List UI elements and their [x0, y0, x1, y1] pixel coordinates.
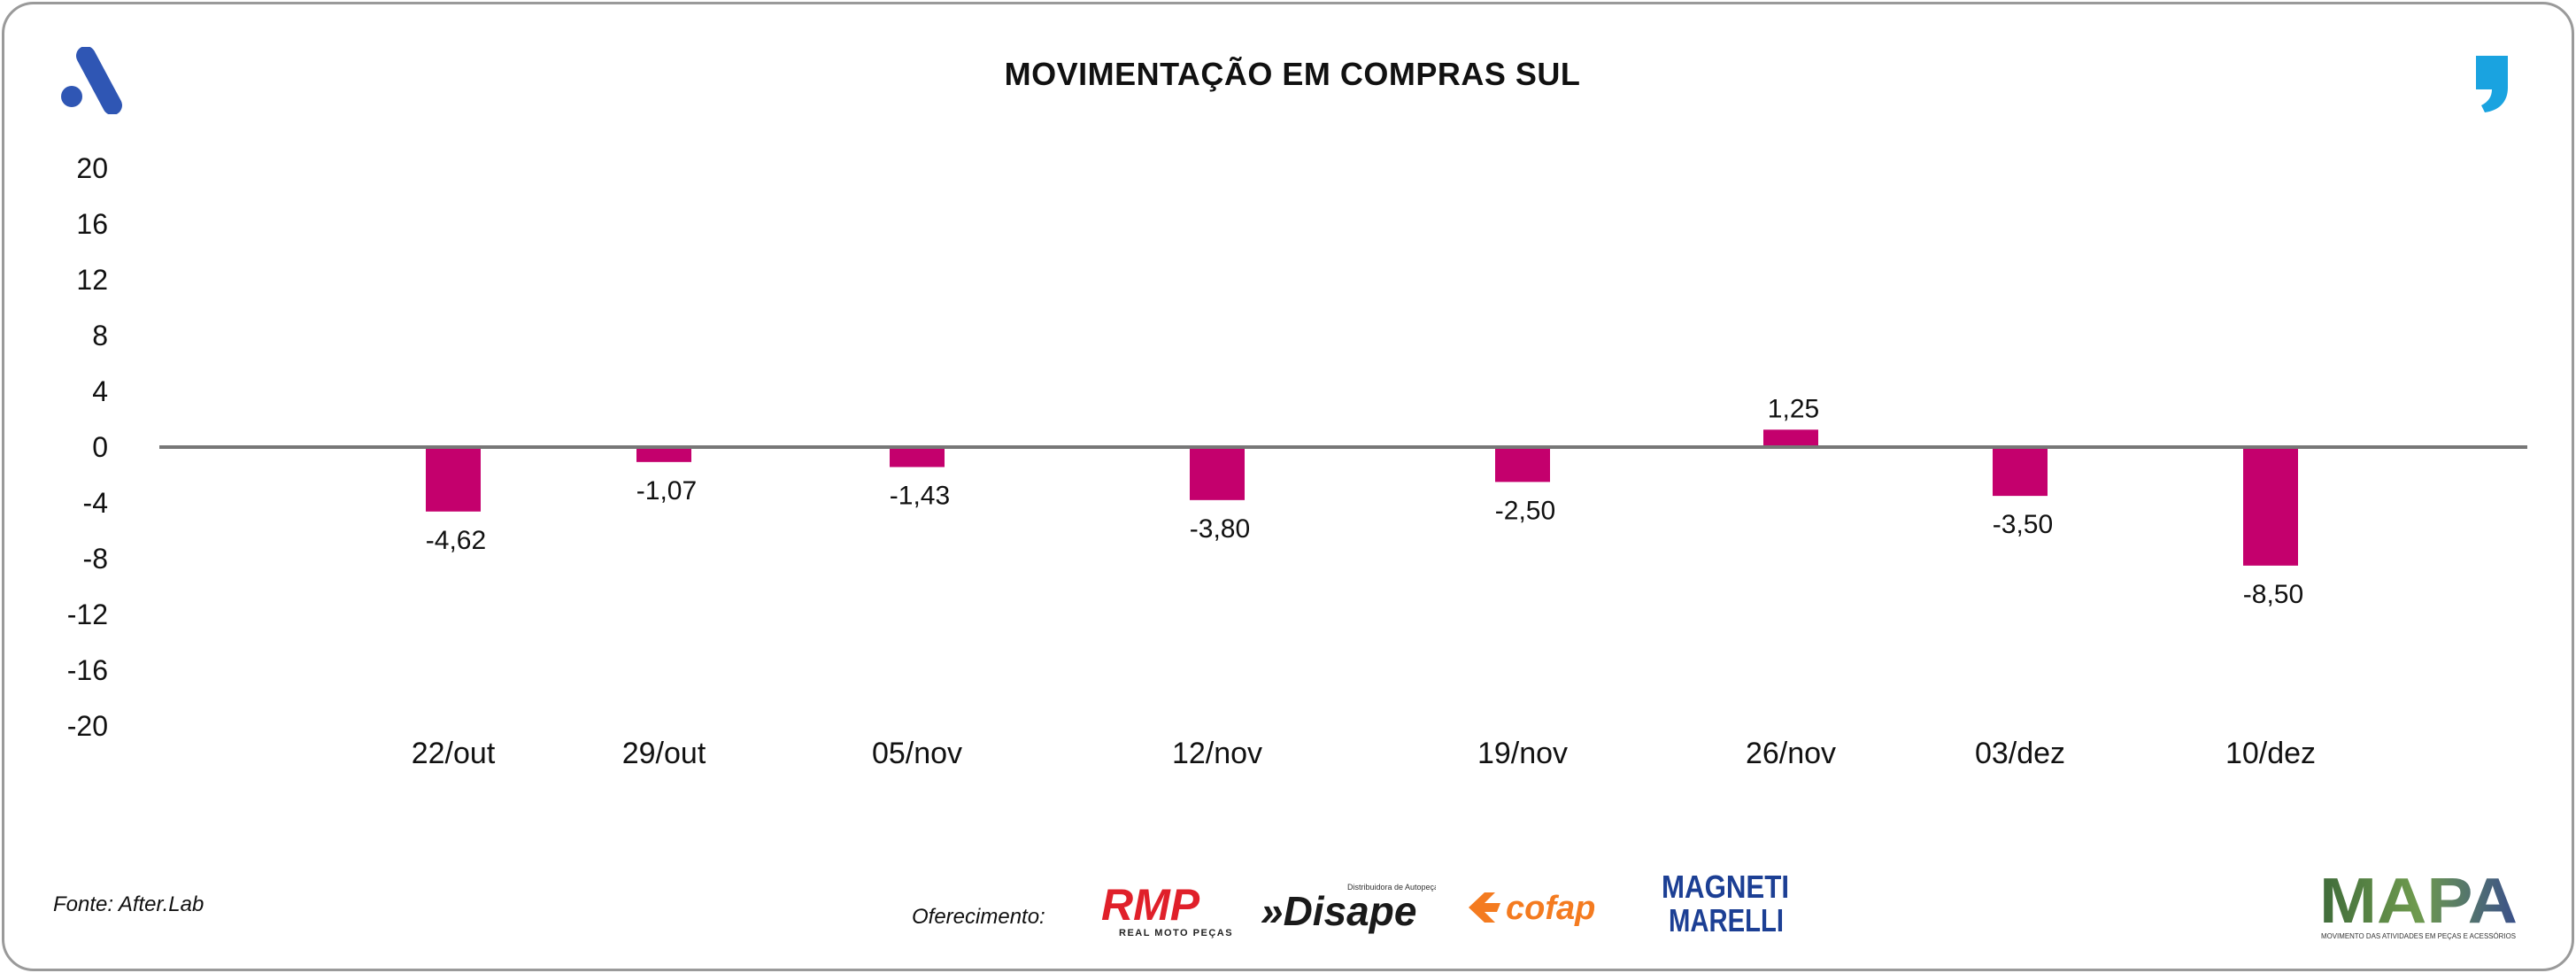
y-tick-label: -8	[83, 543, 108, 575]
magneti-logo-line2: MARELLI	[1669, 902, 1784, 938]
bar	[1763, 429, 1818, 447]
y-tick-label: 12	[76, 264, 108, 296]
mapa-logo-text: MAPA	[2319, 868, 2518, 937]
disape-logo-tagline: Distribuidora de Autopeças	[1347, 883, 1436, 892]
x-tick-label: 22/out	[412, 737, 496, 770]
x-tick-label: 05/nov	[872, 737, 962, 770]
y-tick-label: -4	[83, 487, 108, 519]
y-tick-label: 4	[92, 375, 108, 407]
bar	[1495, 447, 1550, 483]
rmp-logo: RMP REAL MOTO PEÇAS	[1101, 881, 1233, 938]
bar	[636, 447, 691, 462]
data-label: 1,25	[1768, 394, 1819, 423]
x-tick-label: 19/nov	[1477, 737, 1568, 770]
y-tick-label: 20	[76, 152, 108, 184]
y-tick-label: -20	[67, 710, 108, 742]
data-label: -3,50	[1993, 510, 2053, 539]
sponsor-label: Oferecimento:	[912, 905, 1045, 929]
bar	[2243, 447, 2298, 566]
mapa-logo-tagline: MOVIMENTO DAS ATIVIDADES EM PEÇAS E ACES…	[2321, 932, 2516, 940]
cofap-logo: cofap	[1469, 890, 1595, 927]
data-label: -4,62	[426, 526, 486, 555]
rmp-logo-tagline: REAL MOTO PEÇAS	[1119, 928, 1233, 938]
magneti-logo-line1: MAGNETI	[1662, 869, 1789, 905]
bar	[426, 447, 481, 512]
cofap-logo-text: cofap	[1506, 890, 1595, 927]
rmp-logo-text: RMP	[1101, 881, 1200, 930]
chart-title: MOVIMENTAÇÃO EM COMPRAS SUL	[1004, 56, 1581, 92]
bar	[890, 447, 945, 467]
disape-logo: Distribuidora de Autopeças »Disape	[1261, 883, 1436, 934]
bar	[1993, 447, 2048, 497]
y-tick-label: 0	[92, 431, 108, 463]
magneti-marelli-logo: MAGNETI MARELLI	[1662, 869, 1789, 938]
disape-logo-text: »Disape	[1261, 888, 1416, 934]
y-tick-label: 8	[92, 320, 108, 351]
bar	[1190, 447, 1245, 500]
x-tick-label: 12/nov	[1172, 737, 1262, 770]
source-note: Fonte: After.Lab	[53, 892, 204, 916]
x-tick-label: 10/dez	[2225, 737, 2316, 770]
quote-icon	[2476, 56, 2508, 112]
x-tick-label: 26/nov	[1746, 737, 1836, 770]
y-tick-label: -16	[67, 654, 108, 686]
data-label: -2,50	[1495, 496, 1555, 525]
x-tick-label: 29/out	[622, 737, 706, 770]
x-tick-label: 03/dez	[1975, 737, 2065, 770]
data-label: -1,07	[636, 476, 697, 506]
brand-logo-icon	[61, 47, 122, 114]
data-label: -1,43	[890, 482, 950, 511]
y-tick-label: 16	[76, 208, 108, 240]
data-label: -8,50	[2243, 580, 2303, 609]
data-label: -3,80	[1190, 514, 1250, 544]
y-tick-label: -12	[67, 598, 108, 630]
mapa-logo: MAPA MOVIMENTO DAS ATIVIDADES EM PEÇAS E…	[2319, 868, 2518, 940]
